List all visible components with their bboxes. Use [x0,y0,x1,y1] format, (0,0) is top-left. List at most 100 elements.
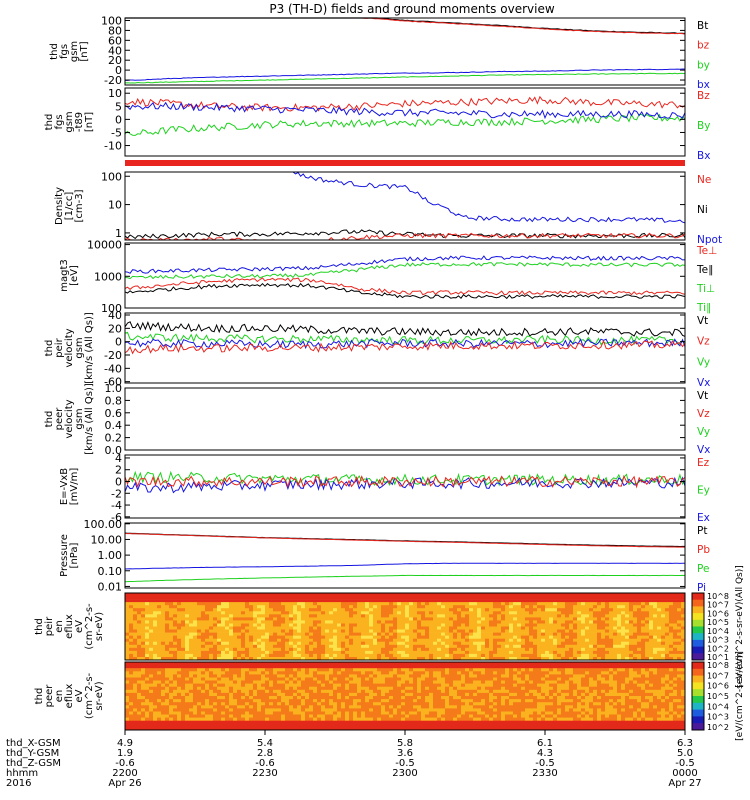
heatmap-cell [313,723,318,728]
heatmap-cell [301,644,306,649]
heatmap-cell [401,614,406,618]
heatmap-cell [377,662,382,666]
heatmap-cell [449,647,454,652]
heatmap-cell [429,644,434,649]
heatmap-cell [601,629,606,633]
y-tick-label: 1.00 [98,549,123,562]
heatmap-cell [337,629,342,633]
heatmap-cell [289,702,294,706]
heatmap-cell [193,599,198,603]
heatmap-cell [281,692,286,697]
heatmap-cell [509,650,514,655]
heatmap-cell [305,635,310,639]
heatmap-cell [321,596,326,600]
heatmap-cell [293,599,298,603]
heatmap-cell [613,611,618,615]
heatmap-cell [265,629,270,633]
heatmap-cell [249,596,254,600]
heatmap-cell [533,657,538,661]
heatmap-cell [653,593,658,597]
heatmap-cell [325,608,330,612]
heatmap-cell [137,665,142,669]
heatmap-cell [385,626,390,630]
heatmap-cell [185,632,190,636]
heatmap-cell [277,620,282,624]
heatmap-cell [345,596,350,600]
heatmap-cell [301,696,306,700]
heatmap-cell [269,644,274,649]
heatmap-cell [313,677,318,681]
heatmap-cell [309,683,314,688]
heatmap-cell [133,702,138,706]
heatmap-cell [245,629,250,633]
heatmap-cell [153,711,158,715]
heatmap-cell [273,644,278,649]
heatmap-cell [185,614,190,618]
heatmap-cell [469,650,474,655]
heatmap-cell [529,650,534,655]
heatmap-cell [133,668,138,672]
heatmap-cell [305,653,310,658]
heatmap-cell [337,632,342,636]
heatmap-cell [345,593,350,597]
heatmap-cell [153,599,158,603]
heatmap-cell [405,605,410,609]
heatmap-cell [357,696,362,700]
heatmap-cell [325,650,330,655]
heatmap-cell [165,641,170,646]
heatmap-cell [457,644,462,649]
heatmap-cell [297,677,302,681]
heatmap-cell [197,723,202,728]
heatmap-cell [309,647,314,652]
heatmap-cell [337,657,342,661]
heatmap-cell [565,650,570,655]
heatmap-cell [185,726,190,731]
heatmap-cell [405,708,410,712]
heatmap-cell [153,626,158,630]
heatmap-cell [237,705,242,709]
heatmap-cell [221,686,226,691]
heatmap-cell [193,714,198,718]
heatmap-cell [233,674,238,678]
heatmap-cell [197,599,202,603]
heatmap-cell [517,611,522,615]
heatmap-cell [309,692,314,697]
heatmap-cell [157,599,162,603]
heatmap-cell [245,677,250,681]
heatmap-cell [361,620,366,624]
heatmap-cell [481,620,486,624]
heatmap-cell [309,653,314,658]
heatmap-cell [241,726,246,731]
heatmap-cell [213,638,218,643]
heatmap-cell [405,696,410,700]
heatmap-cell [397,617,402,621]
heatmap-cell [297,605,302,609]
heatmap-cell [361,608,366,612]
heatmap-cell [129,657,134,661]
heatmap-cell [357,668,362,672]
y-tick-label: 0.2 [105,432,123,445]
heatmap-cell [201,726,206,731]
y-axis-label: Density [54,187,65,225]
heatmap-cell [305,593,310,597]
heatmap-cell [313,596,318,600]
heatmap-cell [305,677,310,681]
heatmap-cell [593,644,598,649]
heatmap-cell [177,720,182,725]
heatmap-cell [221,605,226,609]
heatmap-cell [661,657,666,661]
heatmap-cell [549,614,554,618]
heatmap-cell [381,626,386,630]
heatmap-cell [373,705,378,709]
heatmap-cell [357,674,362,678]
heatmap-cell [561,614,566,618]
heatmap-cell [285,641,290,646]
heatmap-cell [381,714,386,718]
heatmap-cell [321,629,326,633]
heatmap-cell [413,626,418,630]
heatmap-cell [453,632,458,636]
heatmap-cell [285,680,290,684]
heatmap-cell [273,720,278,725]
heatmap-cell [321,699,326,703]
heatmap-cell [237,623,242,627]
